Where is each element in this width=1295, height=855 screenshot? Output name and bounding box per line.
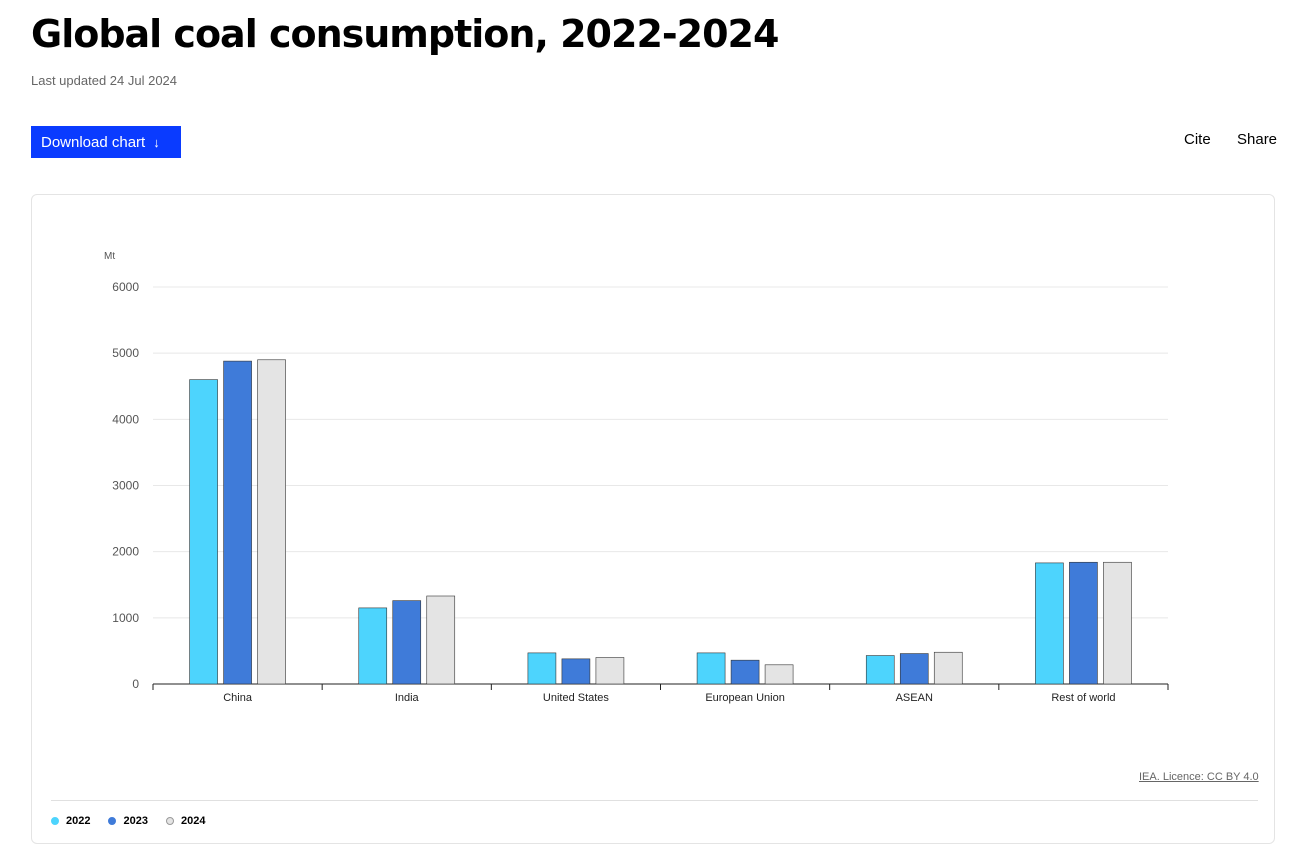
legend-divider bbox=[51, 800, 1258, 801]
bar-2022-rest-of-world bbox=[1035, 562, 1064, 685]
bar-2024-united-states bbox=[595, 657, 625, 685]
y-tick-label: 5000 bbox=[112, 346, 139, 360]
y-tick-label: 6000 bbox=[112, 280, 139, 294]
x-category-label: India bbox=[395, 692, 420, 704]
chart-legend: 2022 2023 2024 bbox=[51, 815, 205, 827]
legend-item-2022[interactable]: 2022 bbox=[51, 815, 90, 827]
legend-swatch bbox=[165, 817, 174, 825]
y-tick-label: 3000 bbox=[112, 479, 139, 493]
x-category-label: European Union bbox=[705, 692, 785, 704]
download-chart-button[interactable]: Download chart ↓ bbox=[31, 126, 181, 158]
legend-label: 2022 bbox=[66, 815, 91, 827]
bar-2024-rest-of-world bbox=[1103, 561, 1132, 685]
cite-link[interactable]: Cite bbox=[1184, 131, 1211, 148]
legend-swatch bbox=[108, 817, 117, 825]
share-link[interactable]: Share bbox=[1237, 131, 1278, 148]
legend-item-2023[interactable]: 2023 bbox=[108, 815, 148, 827]
x-category-label: United States bbox=[543, 692, 610, 704]
legend-label: 2024 bbox=[180, 815, 206, 827]
x-category-label: Rest of world bbox=[1051, 692, 1115, 704]
legend-label: 2023 bbox=[123, 815, 148, 827]
x-category-label: China bbox=[223, 692, 253, 704]
bar-2022-asean bbox=[865, 655, 895, 685]
legend-swatch bbox=[51, 817, 59, 825]
bar-2023-asean bbox=[899, 653, 929, 685]
bar-2024-india bbox=[426, 595, 456, 685]
y-tick-label: 0 bbox=[132, 677, 139, 691]
last-updated: Last updated 24 Jul 2024 bbox=[31, 73, 178, 88]
bar-2023-india bbox=[392, 600, 422, 685]
bar-2022-india bbox=[358, 607, 388, 685]
download-chart-label: Download chart bbox=[41, 133, 146, 151]
legend-item-2024[interactable]: 2024 bbox=[165, 815, 206, 827]
download-arrow-icon: ↓ bbox=[153, 134, 160, 150]
y-axis-unit-label: Mt bbox=[104, 251, 115, 262]
bar-2023-united-states bbox=[561, 658, 591, 685]
y-tick-label: 4000 bbox=[112, 412, 139, 426]
y-tick-label: 1000 bbox=[112, 611, 139, 625]
licence-link[interactable]: IEA. Licence: CC BY 4.0 bbox=[1139, 771, 1259, 783]
bar-2023-rest-of-world bbox=[1069, 561, 1098, 685]
bar-2022-united-states bbox=[527, 652, 557, 685]
bar-2023-european-union bbox=[730, 659, 760, 685]
bar-2024-european-union bbox=[764, 664, 794, 685]
bar-2024-china bbox=[257, 359, 286, 685]
bar-2022-china bbox=[189, 379, 218, 685]
bar-2024-asean bbox=[933, 651, 963, 685]
chart-card: Mt 0 1000 2000 3000 4000 5000 6000 China India Uni… bbox=[31, 194, 1275, 844]
bar-2023-china bbox=[223, 360, 252, 685]
y-tick-label: 2000 bbox=[112, 545, 139, 559]
page-title: Global coal consumption, 2022-2024 bbox=[31, 12, 779, 56]
x-category-label: ASEAN bbox=[896, 692, 933, 704]
bar-chart: Mt 0 1000 2000 3000 4000 5000 6000 China India Uni… bbox=[104, 251, 1169, 704]
bar-2022-european-union bbox=[696, 652, 726, 685]
